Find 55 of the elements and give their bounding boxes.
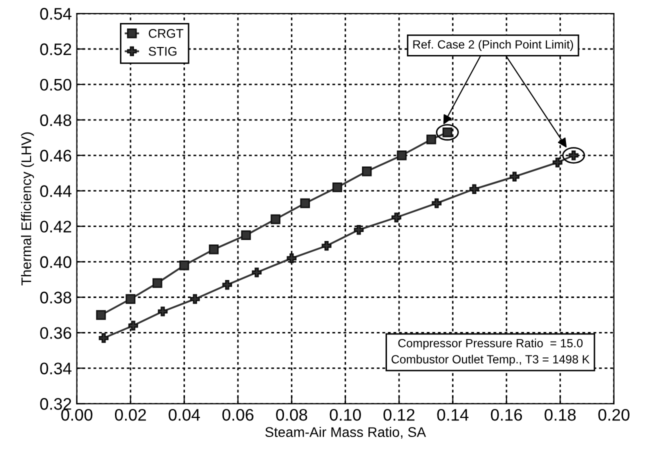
y-tick-label: 0.46 (40, 150, 72, 162)
point (222, 280, 232, 290)
y-tick-label: 0.32 (40, 398, 72, 410)
point (128, 320, 138, 330)
point (126, 294, 136, 304)
point (362, 166, 372, 176)
x-tick-label: 0.00 (61, 408, 92, 421)
point (552, 158, 562, 168)
x-tick-label: 0.14 (437, 408, 469, 421)
y-tick-label: 0.48 (40, 114, 72, 126)
point (300, 198, 310, 208)
legend-label: STIG (148, 46, 176, 56)
point (252, 268, 262, 278)
annotation: Compressor Pressure Ratio = 15.0 Combustor Outlet Temp., T3 = 1498 K (392, 338, 590, 366)
x-tick-label: 0.08 (276, 408, 308, 421)
point (96, 310, 106, 320)
point (510, 172, 520, 182)
x-tick-label: 0.04 (168, 408, 200, 421)
y-tick-label: 0.38 (40, 292, 72, 304)
point (322, 240, 332, 251)
point (179, 260, 190, 270)
point (286, 253, 297, 264)
y-tick-label: 0.44 (40, 185, 72, 198)
point (392, 212, 402, 222)
y-tick-label: 0.42 (40, 220, 72, 233)
point (332, 182, 342, 192)
y-tick-label: 0.34 (40, 362, 72, 374)
point (354, 225, 364, 235)
x-tick-label: 0.10 (330, 408, 361, 421)
point (270, 214, 280, 224)
y-tick-label: 0.54 (40, 8, 72, 20)
point (241, 230, 251, 240)
x-tick-label: 0.16 (490, 408, 522, 421)
x-tick-label: 0.02 (114, 408, 146, 421)
legend-label: CRGT (148, 29, 184, 38)
y-tick-label: 0.36 (40, 327, 72, 339)
x-tick-label: 0.20 (598, 408, 630, 421)
x-tick-label: 0.06 (222, 408, 254, 421)
point (432, 198, 442, 208)
point (426, 134, 436, 144)
x-tick-label: 0.18 (544, 408, 576, 421)
point (190, 294, 200, 304)
y-tick-label: 0.40 (40, 256, 72, 268)
point (98, 333, 109, 343)
point (208, 244, 219, 254)
point (396, 150, 407, 160)
point (158, 306, 168, 316)
annotation: Ref. Case 2 (Pinch Point Limit) (413, 40, 574, 51)
point (152, 278, 162, 288)
x-tick-label: 0.12 (383, 408, 414, 421)
point (469, 184, 480, 194)
y-tick-label: 0.50 (40, 78, 72, 91)
x-axis-title: Steam-Air Mass Ratio, SA (265, 426, 426, 439)
y-tick-label: 0.52 (40, 43, 72, 56)
y-axis-title: Thermal Efficiency (LHV) (21, 132, 34, 286)
